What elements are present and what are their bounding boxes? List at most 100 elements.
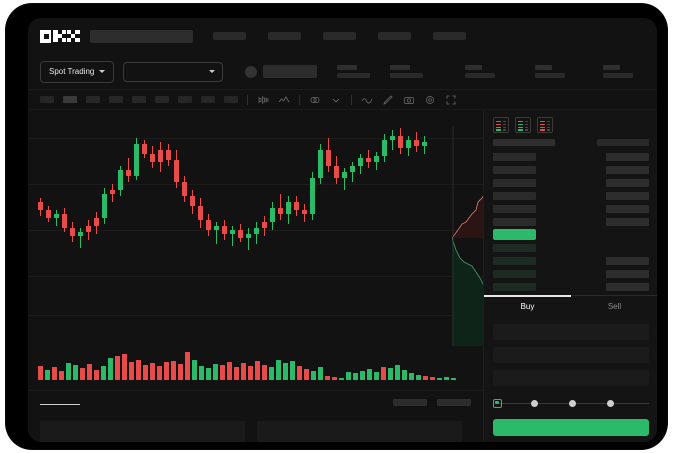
nav-item-3[interactable]: [323, 32, 356, 40]
order-fields: [484, 316, 657, 386]
volume-bar: [59, 371, 64, 380]
volume-bar: [66, 363, 71, 380]
gridline: [28, 184, 483, 185]
ticker-stat-5: [603, 65, 634, 78]
nav-item-4[interactable]: [378, 32, 411, 40]
submit-buy-button[interactable]: [493, 419, 649, 436]
nav-item-1[interactable]: [213, 32, 246, 40]
pair-select[interactable]: [123, 61, 224, 82]
toolbar-divider: [247, 94, 248, 105]
volume-bar: [52, 367, 57, 380]
nav-item-2[interactable]: [268, 32, 301, 40]
candlestick-chart-icon[interactable]: [257, 94, 269, 106]
timeframe-4[interactable]: [109, 96, 123, 103]
orderbook-row[interactable]: [493, 150, 649, 163]
line-chart-icon[interactable]: [361, 94, 373, 106]
volume-bar: [115, 356, 120, 380]
volume-bar: [304, 369, 309, 380]
compare-icon[interactable]: [309, 94, 321, 106]
slider-mark-50[interactable]: [569, 399, 576, 407]
ticker-stat-1: [337, 65, 371, 78]
both-sides-icon[interactable]: [493, 117, 509, 133]
slider-mark-25[interactable]: [531, 399, 538, 407]
orderbook-row[interactable]: [493, 163, 649, 176]
timeframe-5[interactable]: [132, 96, 146, 103]
timeframe-6[interactable]: [155, 96, 169, 103]
device-frame: Spot Trading: [6, 4, 667, 449]
volume-bar: [94, 370, 99, 380]
drawing-pencil-icon[interactable]: [382, 94, 394, 106]
volume-bar: [262, 365, 267, 380]
orderbook-rows: [484, 150, 657, 293]
orderbook-row[interactable]: [493, 189, 649, 202]
price-chart[interactable]: [28, 110, 483, 390]
fullscreen-icon[interactable]: [445, 94, 457, 106]
tab-buy[interactable]: Buy: [484, 296, 571, 316]
timeframe-8[interactable]: [201, 96, 215, 103]
tab-sell[interactable]: Sell: [607, 302, 622, 311]
nav-item-5[interactable]: [433, 32, 466, 40]
timeframe-9[interactable]: [224, 96, 238, 103]
orderbook-column-headers: [484, 139, 657, 150]
bids-only-icon[interactable]: [515, 117, 531, 133]
volume-bar: [164, 362, 169, 380]
timeframe-1[interactable]: [40, 96, 54, 103]
orderbook-row[interactable]: [493, 280, 649, 293]
timeframe-3[interactable]: [86, 96, 100, 103]
volume-bar: [234, 367, 239, 380]
orders-block-1: [40, 421, 245, 442]
total-field[interactable]: [493, 370, 649, 386]
amount-field[interactable]: [493, 347, 649, 363]
camera-icon[interactable]: [403, 94, 415, 106]
search-input[interactable]: [90, 29, 193, 43]
amount-slider[interactable]: [493, 398, 649, 408]
chart-toolbar: [28, 90, 657, 110]
volume-bar: [213, 364, 218, 380]
settings-gear-icon[interactable]: [424, 94, 436, 106]
volume-bar: [381, 367, 386, 380]
volume-bar: [353, 373, 358, 380]
column-header-price: [493, 139, 555, 146]
orderbook-row[interactable]: [493, 254, 649, 267]
slider-handle[interactable]: [493, 398, 502, 408]
volume-bar: [402, 370, 407, 380]
price-field[interactable]: [493, 324, 649, 340]
asks-only-icon[interactable]: [537, 117, 553, 133]
volume-bar: [101, 366, 106, 380]
indicators-icon[interactable]: [278, 94, 290, 106]
orderbook-row[interactable]: [493, 176, 649, 189]
volume-bar: [178, 364, 183, 380]
chevron-down-icon[interactable]: [330, 94, 342, 106]
volume-bar: [45, 370, 50, 380]
volume-bar: [269, 367, 274, 380]
timeframe-2[interactable]: [63, 96, 77, 103]
orders-action-2[interactable]: [437, 399, 471, 406]
device-screen: Spot Trading: [28, 18, 657, 442]
volume-bar: [143, 365, 148, 380]
gridline: [28, 138, 483, 139]
volume-bar: [339, 378, 344, 380]
volume-bar: [241, 363, 246, 380]
orders-content: [40, 421, 462, 442]
volume-bar: [332, 377, 337, 380]
volume-bar: [73, 365, 78, 380]
timeframe-7[interactable]: [178, 96, 192, 103]
orderbook-row[interactable]: [493, 267, 649, 280]
volume-bar: [395, 365, 400, 380]
buy-sell-tabs: Buy Sell: [484, 295, 657, 316]
volume-bar: [199, 366, 204, 380]
coin-icon: [245, 65, 258, 78]
chevron-down-icon: [99, 70, 106, 73]
volume-bar: [122, 354, 127, 380]
okx-logo-icon[interactable]: [40, 29, 80, 43]
trading-mode-button[interactable]: Spot Trading: [40, 60, 115, 83]
trading-mode-label: Spot Trading: [49, 67, 95, 76]
slider-mark-75[interactable]: [607, 399, 614, 407]
orderbook-row[interactable]: [493, 215, 649, 228]
orderbook-row[interactable]: [493, 202, 649, 215]
orders-action-1[interactable]: [393, 399, 427, 406]
volume-bar: [255, 361, 260, 380]
volume-bar: [171, 361, 176, 380]
orderbook-row[interactable]: [493, 241, 649, 254]
